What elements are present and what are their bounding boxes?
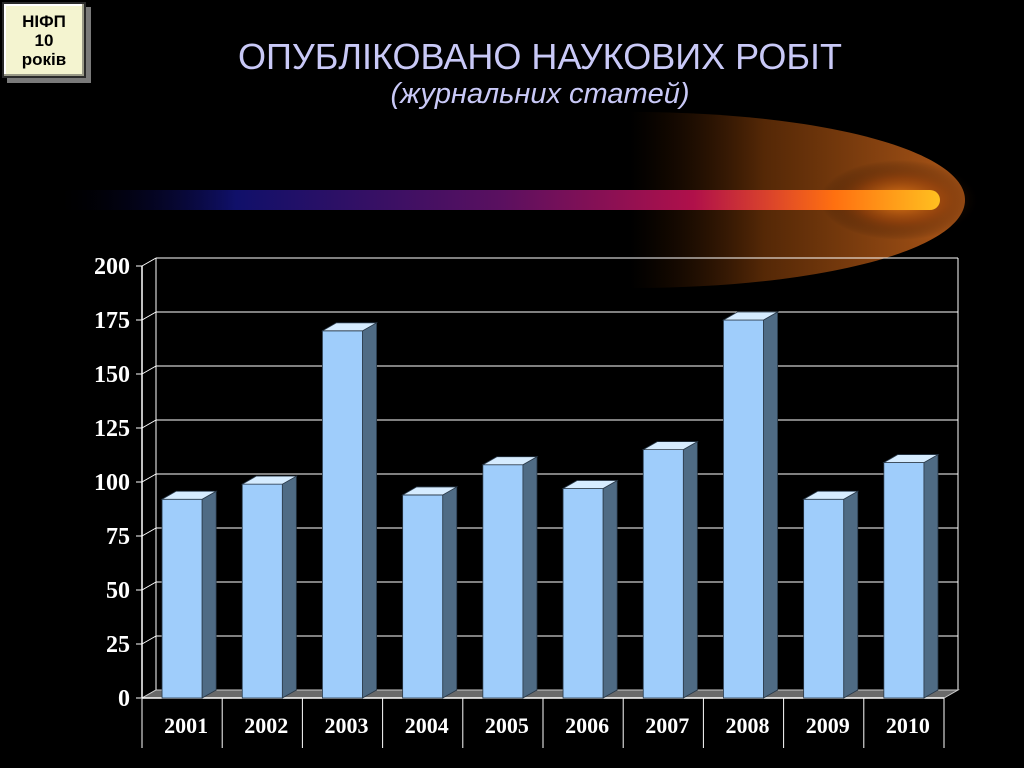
bar-side-2008 [763, 311, 778, 699]
x-tick-label: 2008 [726, 713, 770, 738]
gridline-side [141, 311, 157, 321]
bar-top-2001 [160, 490, 218, 500]
y-tick-label: 100 [94, 470, 130, 496]
gridline-side [141, 527, 157, 537]
bar-top-2005 [481, 456, 539, 466]
bar-side-2001 [201, 490, 217, 699]
x-tick-label: 2007 [645, 713, 689, 738]
x-tick-label: 2003 [325, 713, 369, 738]
bar-2006 [562, 488, 604, 699]
gridline-side [141, 635, 157, 645]
gridline-side [141, 581, 157, 591]
bar-top-2002 [240, 475, 298, 485]
comet-beam [60, 190, 940, 210]
x-tick-label: 2004 [405, 713, 449, 738]
bar-2001 [161, 498, 203, 699]
y-tick-label: 200 [94, 254, 130, 280]
bar-layer [160, 311, 940, 699]
bar-top-2010 [882, 454, 940, 463]
bar-side-2005 [522, 456, 538, 699]
bar-2008 [723, 319, 764, 699]
gridline-side [141, 419, 157, 429]
bar-2009 [803, 498, 845, 699]
bar-top-2008 [721, 311, 780, 321]
comet-streak-decoration [60, 112, 980, 288]
bar-top-2006 [561, 480, 619, 489]
bar-2005 [482, 464, 524, 699]
y-tick-label: 150 [94, 362, 130, 388]
x-tick-label: 2010 [886, 713, 930, 738]
bar-2010 [883, 462, 925, 699]
y-tick-label: 25 [106, 632, 130, 658]
y-tick-label: 175 [94, 308, 130, 334]
bar-side-2004 [442, 486, 458, 699]
x-tick-label: 2001 [164, 713, 208, 738]
y-tick-label: 50 [106, 578, 130, 604]
bar-2004 [402, 494, 444, 699]
label-layer: 0 25 50 75 100 125 150 175 200 2001 2002 2003 2004 20… [94, 254, 930, 738]
bar-side-2006 [602, 479, 618, 699]
gridline-side [141, 257, 157, 267]
bar-side-2002 [281, 475, 297, 699]
bar-2007 [642, 449, 684, 699]
badge-line-3: років [21, 49, 67, 69]
x-tick-label: 2009 [806, 713, 850, 738]
x-tick-label: 2002 [244, 713, 288, 738]
y-tick-label: 125 [94, 416, 130, 442]
slide-title: ОПУБЛІКОВАНО НАУКОВИХ РОБІТ [237, 36, 842, 77]
gridline-side [141, 365, 157, 375]
badge-line-2: 10 [34, 30, 54, 50]
slide-subtitle: (журнальних статей) [390, 78, 690, 110]
bar-top-2003 [320, 322, 379, 332]
x-tick-label: 2006 [565, 713, 609, 738]
bar-side-2007 [682, 440, 698, 699]
x-tick-label: 2005 [485, 713, 529, 738]
bar-side-2009 [843, 490, 859, 699]
y-tick-label: 75 [106, 524, 130, 550]
anniversary-badge: НІФП 10 років [2, 2, 86, 78]
bar-2002 [241, 483, 283, 699]
bar-2003 [322, 330, 363, 699]
bar-top-2007 [641, 441, 699, 451]
bar-side-2010 [923, 453, 939, 699]
gridline-side [141, 473, 157, 483]
bar-top-2004 [401, 486, 459, 496]
bar-side-2003 [362, 322, 377, 699]
badge-line-1: НІФП [22, 11, 66, 31]
bar-top-2009 [802, 490, 860, 500]
y-tick-label: 0 [118, 686, 130, 712]
